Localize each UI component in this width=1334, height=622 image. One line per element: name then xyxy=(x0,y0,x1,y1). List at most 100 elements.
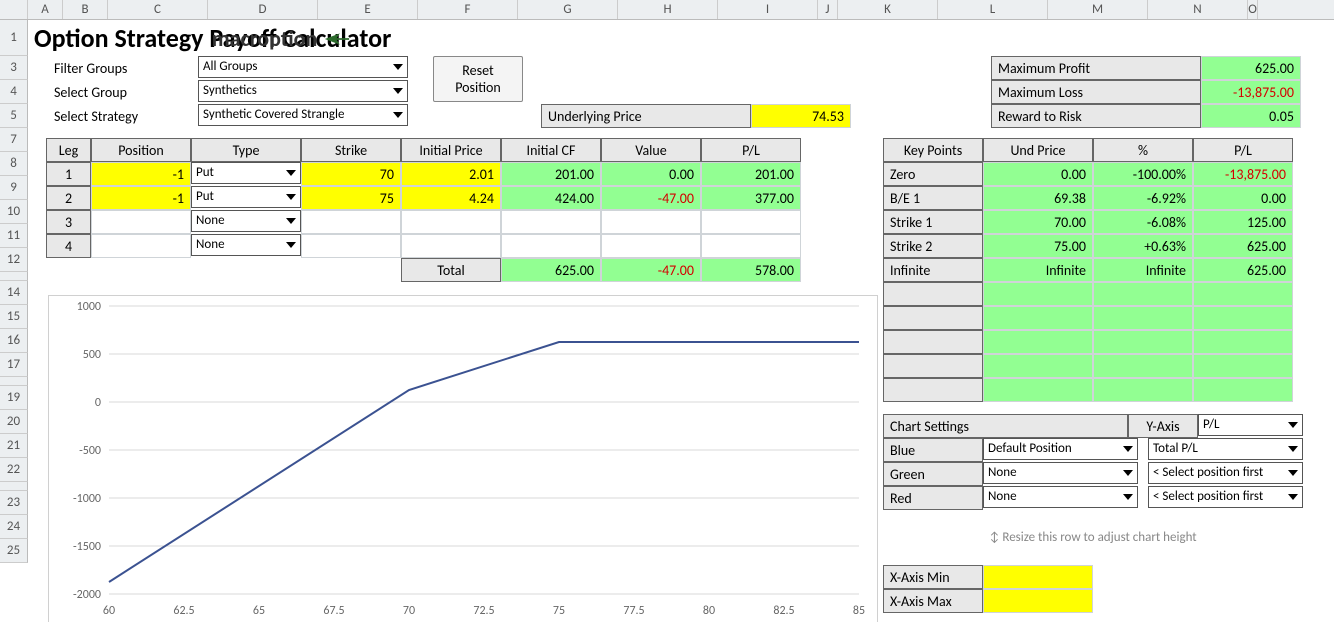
leg-number: 3 xyxy=(46,210,91,234)
keypoint-empty xyxy=(1193,330,1293,354)
leg-initial-price[interactable]: 2.01 xyxy=(401,162,501,186)
leg-initial-cf xyxy=(501,210,601,234)
leg-initial-price[interactable] xyxy=(401,234,501,258)
row-header[interactable]: 24 xyxy=(0,515,28,539)
svg-text:65: 65 xyxy=(253,604,265,618)
col-header[interactable]: N xyxy=(1148,0,1248,19)
row-header[interactable]: 4 xyxy=(0,80,28,104)
svg-text:-1500: -1500 xyxy=(73,540,101,554)
row-header[interactable]: 22 xyxy=(0,458,28,482)
column-headers: ABCDEFGHIJKLMNO xyxy=(0,0,1334,20)
leg-position[interactable] xyxy=(91,210,191,234)
red-dropdown[interactable]: None xyxy=(983,486,1138,508)
row-header[interactable]: 17 xyxy=(0,353,28,377)
row-header[interactable]: 20 xyxy=(0,410,28,434)
col-header[interactable]: E xyxy=(318,0,418,19)
keypoints-header: P/L xyxy=(1193,138,1293,162)
leg-strike[interactable]: 70 xyxy=(301,162,401,186)
row-header[interactable]: 5 xyxy=(0,104,28,128)
reset-position-button[interactable]: Reset Position xyxy=(433,56,523,102)
row-header[interactable] xyxy=(0,377,28,386)
keypoint-empty xyxy=(983,306,1093,330)
leg-value: -47.00 xyxy=(601,186,701,210)
leg-initial-price[interactable] xyxy=(401,210,501,234)
row-header[interactable]: 15 xyxy=(0,305,28,329)
yaxis-dropdown[interactable]: P/L xyxy=(1198,414,1303,436)
col-header[interactable]: C xyxy=(108,0,208,19)
col-header[interactable]: I xyxy=(718,0,818,19)
leg-strike[interactable] xyxy=(301,210,401,234)
row-header[interactable]: 11 xyxy=(0,224,28,248)
spreadsheet-root: ABCDEFGHIJKLMNO 134578910111214151617192… xyxy=(0,0,1334,622)
underlying-price-label: Underlying Price xyxy=(541,104,751,128)
xmin-input[interactable] xyxy=(983,565,1093,589)
keypoint-empty xyxy=(983,282,1093,306)
select-group-dropdown[interactable]: Synthetics xyxy=(198,80,408,102)
keypoints-header: % xyxy=(1093,138,1193,162)
col-header[interactable]: J xyxy=(818,0,838,19)
keypoint-name: Infinite xyxy=(883,258,983,282)
row-header[interactable]: 19 xyxy=(0,386,28,410)
row-header[interactable]: 21 xyxy=(0,434,28,458)
svg-text:1000: 1000 xyxy=(77,300,101,314)
keypoint-empty xyxy=(1093,330,1193,354)
leg-initial-cf: 201.00 xyxy=(501,162,601,186)
col-header[interactable]: G xyxy=(518,0,618,19)
leg-initial-price[interactable]: 4.24 xyxy=(401,186,501,210)
keypoint-name: Strike 1 xyxy=(883,210,983,234)
col-header[interactable]: O xyxy=(1248,0,1258,19)
select-strategy-label: Select Strategy xyxy=(48,104,198,128)
filter-groups-dropdown[interactable]: All Groups xyxy=(198,56,408,78)
col-header[interactable]: L xyxy=(938,0,1048,19)
leg-position[interactable]: -1 xyxy=(91,186,191,210)
leg-strike[interactable] xyxy=(301,234,401,258)
max-loss-value: -13,875.00 xyxy=(1201,80,1301,104)
col-header[interactable]: M xyxy=(1048,0,1148,19)
col-header[interactable]: A xyxy=(28,0,63,19)
col-header[interactable]: F xyxy=(418,0,518,19)
row-header[interactable] xyxy=(0,482,28,491)
red-right-dropdown[interactable]: < Select position first xyxy=(1148,486,1303,508)
row-header[interactable]: 12 xyxy=(0,248,28,272)
blue-right-dropdown[interactable]: Total P/L xyxy=(1148,438,1303,460)
select-strategy-dropdown[interactable]: Synthetic Covered Strangle xyxy=(198,104,408,126)
row-header[interactable]: 9 xyxy=(0,176,28,200)
legs-header: Value xyxy=(601,138,701,162)
keypoint-pl: -13,875.00 xyxy=(1193,162,1293,186)
leg-strike[interactable]: 75 xyxy=(301,186,401,210)
leg-position[interactable] xyxy=(91,234,191,258)
row-header[interactable]: 23 xyxy=(0,491,28,515)
leg-type-dropdown[interactable]: None xyxy=(191,210,301,232)
row-headers: 1345789101112 14151617 19202122 232425 xyxy=(0,20,28,563)
leg-position[interactable]: -1 xyxy=(91,162,191,186)
row-header[interactable]: 1 xyxy=(0,20,28,56)
underlying-price-value[interactable]: 74.53 xyxy=(751,104,851,128)
svg-text:67.5: 67.5 xyxy=(323,604,344,618)
green-dropdown[interactable]: None xyxy=(983,462,1138,484)
leg-type-dropdown[interactable]: None xyxy=(191,234,301,256)
xmax-input[interactable] xyxy=(983,589,1093,613)
keypoint-pl: 625.00 xyxy=(1193,258,1293,282)
row-header[interactable] xyxy=(0,272,28,281)
reset-position-label: Reset Position xyxy=(455,62,501,96)
row-header[interactable]: 3 xyxy=(0,56,28,80)
keypoint-name: B/E 1 xyxy=(883,186,983,210)
row-header[interactable]: 25 xyxy=(0,539,28,563)
row-header[interactable]: 16 xyxy=(0,329,28,353)
col-header[interactable]: H xyxy=(618,0,718,19)
row-header[interactable]: 7 xyxy=(0,128,28,152)
leg-type-dropdown[interactable]: Put xyxy=(191,162,301,184)
col-header[interactable]: K xyxy=(838,0,938,19)
keypoint-empty xyxy=(1093,306,1193,330)
leg-type-dropdown[interactable]: Put xyxy=(191,186,301,208)
col-header[interactable]: D xyxy=(208,0,318,19)
row-header[interactable]: 14 xyxy=(0,281,28,305)
col-header[interactable]: B xyxy=(63,0,108,19)
green-right-dropdown[interactable]: < Select position first xyxy=(1148,462,1303,484)
row-header[interactable]: 8 xyxy=(0,152,28,176)
keypoint-empty xyxy=(1193,378,1293,402)
keypoint-name: Strike 2 xyxy=(883,234,983,258)
blue-dropdown[interactable]: Default Position xyxy=(983,438,1138,460)
leg-pl: 377.00 xyxy=(701,186,801,210)
row-header[interactable]: 10 xyxy=(0,200,28,224)
